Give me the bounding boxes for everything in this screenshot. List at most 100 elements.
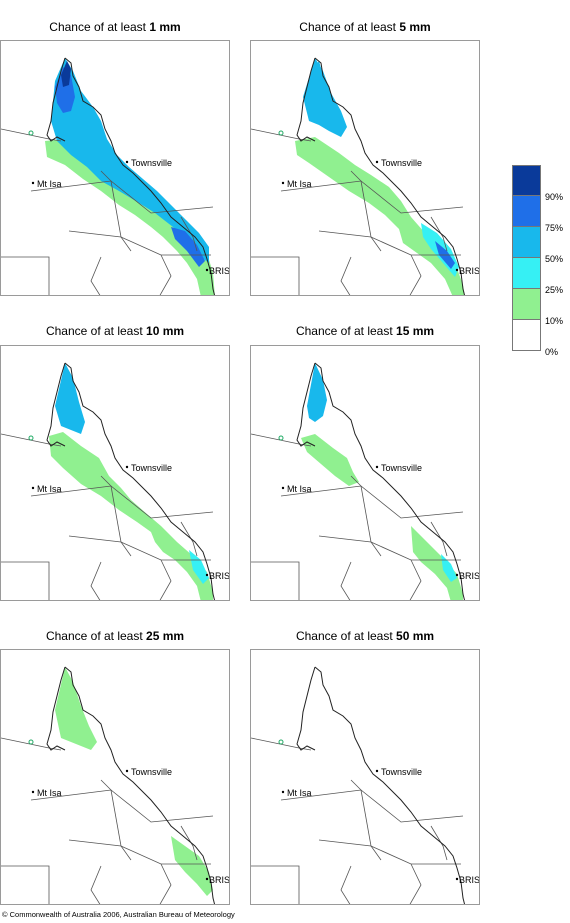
gulf-coastline xyxy=(296,57,316,142)
district-border-line xyxy=(30,789,214,823)
map-panel-5mm: Townsville Mt Isa BRIS xyxy=(250,40,480,296)
gulf-coastline xyxy=(46,362,66,447)
townsville-label: Townsville xyxy=(381,158,422,168)
district-border-line xyxy=(409,559,422,600)
mt-isa-label: Mt Isa xyxy=(287,788,312,798)
coastline xyxy=(314,666,466,904)
district-border-line xyxy=(350,779,362,791)
legend-swatch-75 xyxy=(512,196,541,227)
district-border-line xyxy=(251,865,300,904)
district-border-line xyxy=(350,475,362,487)
district-border-line xyxy=(159,254,172,295)
panel-title-5mm: Chance of at least 5 mm xyxy=(299,20,431,34)
gulf-coastline xyxy=(46,666,66,751)
rain-probability-region xyxy=(303,58,347,137)
rain-probability-region xyxy=(189,550,209,584)
rain-probability-region xyxy=(55,363,85,434)
rain-probability-region xyxy=(55,67,75,113)
mt-isa-label: Mt Isa xyxy=(37,484,62,494)
townsville-label: Townsville xyxy=(131,767,172,777)
map-panel-15mm: Townsville Mt Isa BRIS xyxy=(250,345,480,601)
brisbane-label: BRIS xyxy=(459,875,480,885)
district-border-line xyxy=(409,254,422,295)
mt-isa-label: Mt Isa xyxy=(37,179,62,189)
legend-label-10: 10% xyxy=(545,316,564,326)
district-border-line xyxy=(30,485,214,519)
townsville-label: Townsville xyxy=(381,463,422,473)
district-border-line xyxy=(68,839,211,865)
island-marker xyxy=(28,130,34,136)
rain-probability-region xyxy=(55,667,97,750)
district-borders xyxy=(251,128,464,295)
island-marker xyxy=(28,435,34,441)
map-panel-25mm: Townsville Mt Isa BRIS xyxy=(0,649,230,905)
rain-shading-layer xyxy=(301,363,463,600)
probability-legend xyxy=(512,165,541,351)
mt-isa-label-dot xyxy=(31,486,35,490)
rain-probability-region xyxy=(295,137,465,295)
map-svg: Townsville Mt Isa BRIS xyxy=(251,57,480,295)
copyright-notice: © Commonwealth of Australia 2006, Austra… xyxy=(2,910,235,919)
rain-probability-region xyxy=(301,434,359,486)
panel-title-1mm: Chance of at least 1 mm xyxy=(49,20,181,34)
townsville-label: Townsville xyxy=(131,463,172,473)
map-svg: Townsville Mt Isa BRIS xyxy=(251,362,480,600)
district-border-line xyxy=(1,128,62,142)
mt-isa-label-dot xyxy=(31,790,35,794)
mt-isa-label: Mt Isa xyxy=(287,179,312,189)
district-border-line xyxy=(340,561,352,600)
townsville-label-dot xyxy=(125,465,129,469)
brisbane-label-dot xyxy=(205,877,209,881)
district-borders xyxy=(1,128,214,295)
mt-isa-label-dot xyxy=(281,181,285,185)
gulf-coastline xyxy=(46,57,66,142)
mt-isa-label: Mt Isa xyxy=(37,788,62,798)
brisbane-label: BRIS xyxy=(459,266,480,276)
legend-label-0: 0% xyxy=(545,347,559,357)
rain-probability-region xyxy=(45,139,215,295)
brisbane-label-dot xyxy=(455,877,459,881)
coastline xyxy=(64,362,216,600)
rain-probability-region xyxy=(51,58,209,263)
panel-title-25mm: Chance of at least 25 mm xyxy=(45,629,185,643)
gulf-coastline xyxy=(296,362,316,447)
district-borders xyxy=(251,737,464,904)
district-border-line xyxy=(180,216,198,252)
rain-probability-region xyxy=(61,61,71,87)
brisbane-label: BRIS xyxy=(209,571,230,581)
rain-probability-region xyxy=(307,363,327,422)
rain-probability-region xyxy=(49,432,213,600)
panel-title-15mm: Chance of at least 15 mm xyxy=(295,324,435,338)
district-border-line xyxy=(1,256,50,295)
rain-probability-region xyxy=(411,526,463,600)
district-border-line xyxy=(409,863,422,904)
district-border-line xyxy=(100,475,112,487)
district-border-line xyxy=(100,170,112,182)
legend-swatch-90 xyxy=(512,165,541,196)
townsville-label-dot xyxy=(375,769,379,773)
coastline xyxy=(314,57,466,295)
brisbane-label: BRIS xyxy=(459,571,480,581)
district-border-line xyxy=(1,561,50,600)
brisbane-label: BRIS xyxy=(209,266,230,276)
district-border-line xyxy=(68,230,211,256)
legend-swatch-10 xyxy=(512,289,541,320)
district-border-line xyxy=(90,561,102,600)
mt-isa-label-dot xyxy=(281,790,285,794)
rain-probability-region xyxy=(313,61,323,85)
townsville-label-dot xyxy=(375,465,379,469)
legend-swatch-0 xyxy=(512,320,541,351)
district-border-line xyxy=(430,825,448,861)
island-marker xyxy=(278,130,284,136)
district-border-line xyxy=(159,863,172,904)
panel-title-50mm: Chance of at least 50 mm xyxy=(295,629,435,643)
brisbane-label-dot xyxy=(205,573,209,577)
legend-swatch-50 xyxy=(512,227,541,258)
district-border-line xyxy=(280,180,464,214)
legend-label-50: 50% xyxy=(545,254,564,264)
district-border-line xyxy=(350,170,362,182)
map-svg: Townsville Mt Isa BRIS xyxy=(251,666,480,904)
district-border-line xyxy=(318,535,461,561)
rain-shading-layer xyxy=(295,58,465,295)
district-border-line xyxy=(68,535,211,561)
